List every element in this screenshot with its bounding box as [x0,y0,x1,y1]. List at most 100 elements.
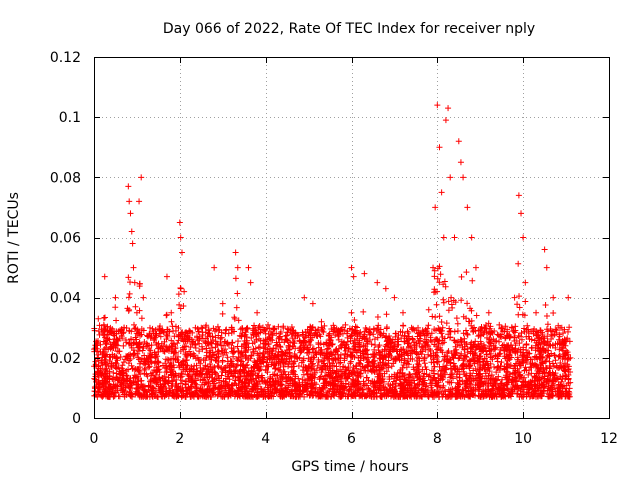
data-point [400,322,407,329]
data-point [258,374,265,381]
data-point [464,392,471,399]
data-point [544,378,551,385]
data-point [378,364,385,371]
data-point [515,332,522,339]
data-point [351,392,358,399]
data-point [228,368,235,375]
data-point [230,349,237,356]
data-point [328,351,335,358]
data-point [292,345,299,352]
data-point [360,378,367,385]
data-point [403,378,410,385]
data-point [302,328,309,335]
data-point [393,356,400,363]
data-point [197,367,204,374]
data-point [178,249,185,256]
data-point [113,354,120,361]
data-point [335,378,342,385]
data-point [245,346,252,353]
data-point [504,385,511,392]
data-point [537,351,544,358]
data-point [182,368,189,375]
data-point [404,360,411,367]
data-point [494,358,501,365]
data-point [327,372,334,379]
data-point [321,322,328,329]
data-point [465,358,472,365]
data-point [327,337,334,344]
data-point [557,359,564,366]
data-point [284,337,291,344]
data-point [383,393,390,400]
data-point [111,392,118,399]
data-point [309,346,316,353]
data-point [275,366,282,373]
data-point [382,361,389,368]
data-point [440,296,447,303]
data-point [299,387,306,394]
data-point [447,334,454,341]
data-point [211,328,218,335]
data-point [245,368,252,375]
data-point [455,380,462,387]
data-point [353,330,360,337]
data-point [161,348,168,355]
data-point [338,368,345,375]
data-point [308,364,315,371]
data-point [539,331,546,338]
data-point [130,347,137,354]
data-point [100,373,107,380]
data-point [192,375,199,382]
data-point [401,338,408,345]
data-point [383,341,390,348]
data-point [278,381,285,388]
data-point [270,345,277,352]
data-point [418,351,425,358]
data-point [377,359,384,366]
data-point [152,326,159,333]
data-point [307,341,314,348]
data-point [547,326,554,333]
data-point [440,382,447,389]
data-point [276,333,283,340]
data-point [252,333,259,340]
data-point [152,379,159,386]
data-point [563,350,570,357]
data-point [127,279,134,286]
data-point [156,323,163,330]
data-point [498,324,505,331]
data-point [372,382,379,389]
y-tick-label: 0.1 [59,110,81,126]
data-point [455,387,462,394]
data-point [417,392,424,399]
data-point [260,345,267,352]
data-point [299,329,306,336]
data-point [209,377,216,384]
data-point [223,375,230,382]
data-point [458,350,465,357]
data-point [477,325,484,332]
data-point [380,391,387,398]
data-point [209,371,216,378]
data-point [508,386,515,393]
data-point [341,327,348,334]
data-point [308,358,315,365]
data-point [248,367,255,374]
data-point [545,372,552,379]
data-point [94,370,101,377]
data-point [361,393,368,400]
data-point [120,386,127,393]
data-point [313,367,320,374]
data-point [191,352,198,359]
data-point [430,356,437,363]
data-point [158,344,165,351]
data-point [136,283,143,290]
data-point [289,327,296,334]
data-point [146,330,153,337]
data-point [467,345,474,352]
data-point [169,343,176,350]
data-point [464,331,471,338]
data-point [520,393,527,400]
data-point [273,390,280,397]
